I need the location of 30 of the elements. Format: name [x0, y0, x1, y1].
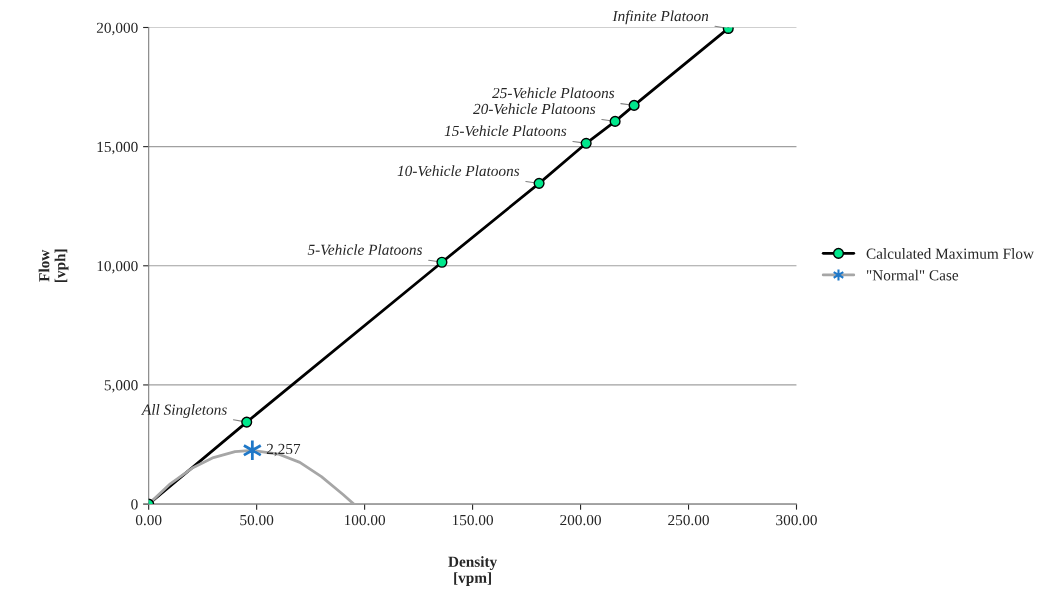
x-tick-label: 0.00 [135, 514, 162, 526]
x-tick-label: 50.00 [240, 514, 274, 526]
annotation: All Singletons [141, 404, 227, 418]
x-tick-label: 300.00 [776, 514, 817, 526]
y-tick-label: 0 [131, 499, 138, 510]
annotation: 20-Vehicle Platoons [473, 103, 596, 115]
x-tick-label: 250.00 [668, 514, 709, 526]
annotation: 5-Vehicle Platoons [307, 244, 423, 256]
x-tick-label: 200.00 [560, 514, 601, 526]
annotation: 25-Vehicle Platoons [492, 87, 615, 99]
data-label: 2,257 [266, 443, 301, 457]
point [609, 115, 621, 127]
legend-label: Calculated Maximum Flow [866, 248, 1034, 259]
point [533, 177, 545, 189]
point [241, 416, 253, 428]
point [628, 99, 640, 111]
y-tick-label: 20,000 [96, 22, 138, 36]
y-axis-title: Flow [vph] [38, 249, 69, 283]
x-tick-label: 100.00 [344, 514, 386, 526]
annotation: 15-Vehicle Platoons [444, 125, 567, 137]
x-tick-label: 150.00 [452, 514, 494, 526]
legend-label: "Normal" Case [866, 269, 959, 281]
point [436, 256, 448, 268]
point [580, 137, 592, 149]
y-tick-label: 10,000 [97, 260, 138, 274]
y-tick-label: 15,000 [97, 141, 138, 155]
annotation: Infinite Platoon [612, 10, 709, 25]
annotation: 10-Vehicle Platoons [397, 165, 520, 177]
y-tick-label: 5,000 [104, 380, 138, 393]
x-axis-title: Density [vpm] [448, 556, 498, 586]
